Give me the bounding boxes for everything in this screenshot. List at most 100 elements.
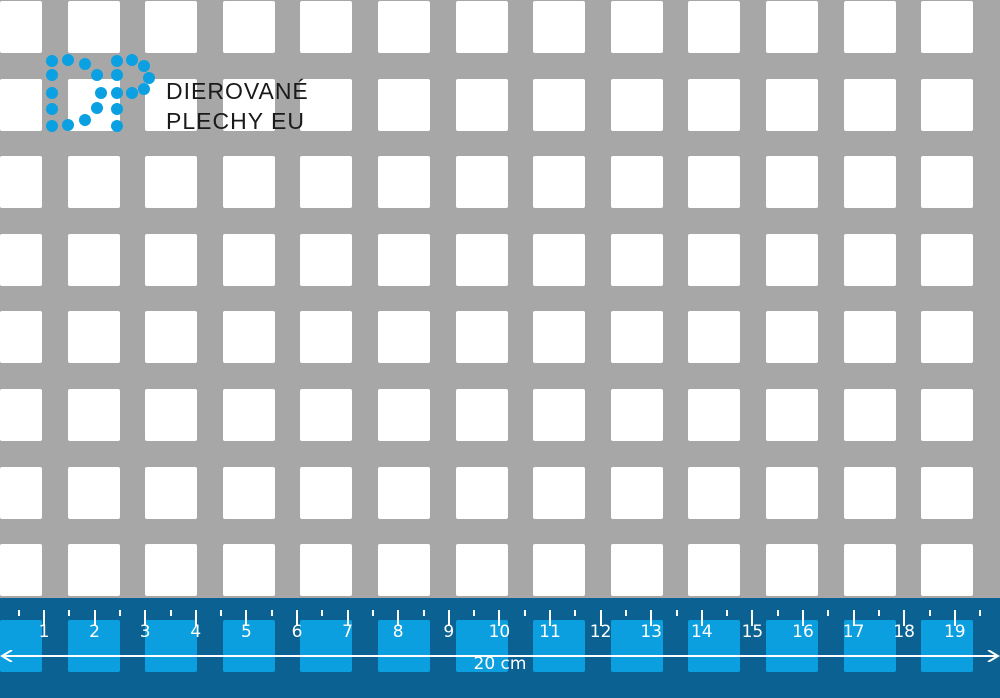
hole [533,389,586,441]
dp-logo-icon [46,54,155,132]
cm-label: 12 [589,622,612,642]
hole [0,544,42,597]
hole [300,389,353,441]
hole [300,311,353,364]
hole [300,1,353,53]
hole [145,466,198,519]
hole [67,311,120,364]
cm-tick [93,610,96,626]
half-cm-tick [979,610,982,616]
cm-tick [397,610,400,626]
hole [222,620,275,672]
hole [688,156,741,209]
logo-dot [79,58,91,70]
hole [67,389,120,441]
hole [766,156,818,209]
hole [610,544,663,597]
hole [0,156,42,209]
cm-label: 17 [842,622,865,642]
hole [0,389,42,441]
half-cm-tick [220,610,223,616]
half-cm-tick [270,610,273,616]
hole [67,466,120,519]
half-cm-tick [321,610,324,616]
hole [0,1,42,53]
cm-label: 14 [690,622,713,642]
cm-tick [802,610,804,626]
hole [145,311,198,364]
hole [843,620,896,672]
hole [145,544,198,597]
logo-dot [111,120,123,132]
hole [378,466,430,519]
hole [766,311,818,364]
hole [610,233,663,286]
hole [222,78,275,131]
hole [455,466,508,519]
brand-line-1: DIEROVANÉ [166,78,309,104]
brand-line-2: PLECHY EU [166,108,305,134]
cm-tick [852,610,855,626]
hole [378,620,430,672]
hole [67,1,120,53]
cm-label: 5 [240,622,252,642]
hole [533,544,586,597]
hole [921,311,974,364]
hole [610,1,663,53]
hole [610,620,663,672]
hole [843,544,896,597]
hole [921,544,974,597]
hole [455,233,508,286]
hole [843,466,896,519]
hole [222,389,275,441]
half-cm-tick [624,610,627,616]
logo-dot [62,119,74,131]
hole [688,78,741,131]
hole [300,156,353,209]
hole [455,311,508,364]
hole [688,466,741,519]
hole [921,620,974,672]
half-cm-tick [422,610,425,616]
hole [145,620,198,672]
logo-dot [46,120,58,132]
hole [0,78,42,131]
cm-label: 11 [539,622,561,642]
half-cm-tick [68,610,71,616]
hole [610,311,663,364]
hole [688,620,741,672]
hole [610,156,663,209]
half-cm-tick [877,610,880,616]
hole [921,389,974,441]
logo-dot [91,102,103,114]
cm-label: 1 [38,622,50,642]
hole [378,156,430,209]
cm-label: 6 [291,622,303,642]
half-cm-tick [574,610,577,616]
hole [378,78,430,131]
hole [222,156,275,209]
hole [378,389,430,441]
hole [145,156,198,209]
cm-tick [245,610,248,626]
hole [766,466,818,519]
hole [67,620,120,672]
half-cm-tick [523,610,526,616]
logo-dot [91,69,103,81]
logo-dot [143,72,155,84]
hole [145,1,198,53]
perforated-sheet [0,1,974,597]
hole [921,78,974,131]
hole [921,233,974,286]
cm-tick [498,610,501,626]
hole [766,78,818,131]
hole [921,156,974,209]
cm-tick [194,610,197,626]
half-cm-tick [371,610,374,616]
logo-dot [126,87,138,99]
cm-label: 9 [443,622,455,642]
hole [455,389,508,441]
hole [843,78,896,131]
logo-dot [95,87,107,99]
hole [0,620,42,672]
